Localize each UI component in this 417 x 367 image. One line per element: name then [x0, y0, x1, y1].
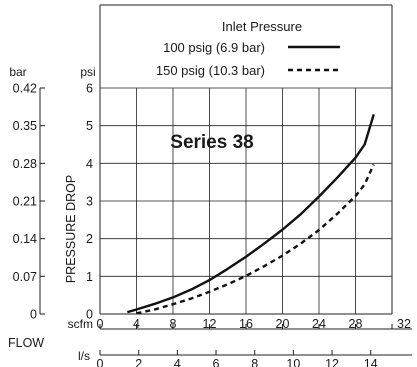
scfm-tick-label: 12: [203, 317, 217, 331]
psi-tick-label: 2: [86, 232, 93, 246]
ls-unit-label: l/s: [78, 349, 90, 363]
scfm-tick-label: 20: [276, 317, 290, 331]
series-line-100-psig: [127, 114, 375, 314]
bar-tick-label: 0.21: [13, 195, 37, 209]
legend-title: Inlet Pressure: [222, 19, 302, 34]
bar-tick-label: 0.35: [13, 119, 37, 133]
bar-tick-label: 0: [30, 308, 37, 322]
bar-tick-label: 0.28: [13, 157, 37, 171]
ls-tick-label: 8: [251, 357, 258, 367]
chart-title: Series 38: [170, 132, 253, 153]
scfm-unit-label: scfm: [68, 317, 93, 331]
bar-tick-label: 0.07: [13, 270, 37, 284]
ls-tick-label: 6: [213, 357, 220, 367]
ls-tick-label: 10: [286, 357, 300, 367]
psi-tick-label: 6: [86, 82, 93, 96]
bar-unit-label: bar: [9, 65, 26, 79]
x-axis-title: FLOW: [8, 336, 44, 350]
ls-tick-label: 14: [364, 357, 378, 367]
psi-tick-label: 0: [86, 308, 93, 322]
y-axis-title: PRESSURE DROP: [64, 175, 78, 283]
psi-tick-label: 3: [86, 195, 93, 209]
bar-tick-label: 0.42: [13, 82, 37, 96]
psi-tick-label: 5: [86, 119, 93, 133]
ls-tick-label: 0: [97, 357, 104, 367]
series-line-150-psig: [136, 163, 375, 315]
psi-tick-label: 4: [86, 157, 93, 171]
ls-tick-label: 4: [174, 357, 181, 367]
psi-unit-label: psi: [80, 65, 95, 79]
ls-tick-label: 2: [135, 357, 142, 367]
scfm-tick-label: 24: [312, 317, 326, 331]
legend-entry-label: 100 psig (6.9 bar): [163, 40, 265, 55]
scfm-tick-label: 0: [97, 317, 104, 331]
scfm-tick-label: 32: [397, 317, 411, 331]
scfm-tick-label: 4: [133, 317, 140, 331]
bar-tick-label: 0.14: [13, 232, 37, 246]
ls-tick-label: 12: [325, 357, 339, 367]
scfm-tick-label: 16: [239, 317, 253, 331]
psi-tick-label: 1: [86, 270, 93, 284]
legend-entry-label: 150 psig (10.3 bar): [156, 63, 265, 78]
scfm-tick-label: 8: [170, 317, 177, 331]
scfm-tick-label: 28: [349, 317, 363, 331]
